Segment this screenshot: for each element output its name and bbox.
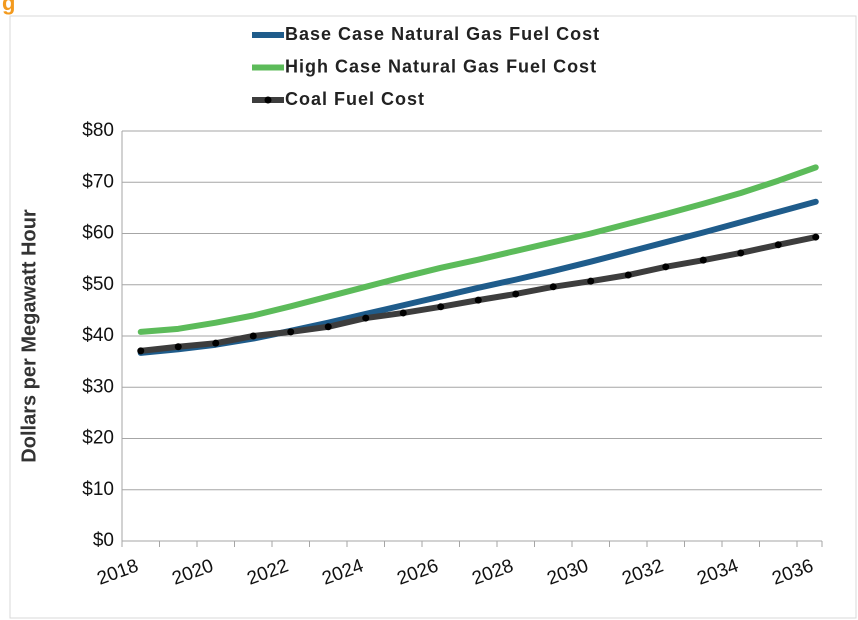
- x-tick-label: 2034: [694, 555, 741, 589]
- y-tick-label: $30: [82, 376, 114, 397]
- y-tick-label: $40: [82, 325, 114, 346]
- series-marker: [399, 309, 407, 317]
- series-marker: [474, 296, 482, 304]
- series-marker: [699, 256, 707, 264]
- x-tick-label: 2028: [469, 555, 516, 589]
- series-marker: [174, 343, 182, 351]
- series-marker: [212, 339, 220, 347]
- series-marker: [287, 328, 295, 336]
- legend-marker: [264, 96, 272, 104]
- series-marker: [362, 314, 370, 322]
- series-marker: [324, 323, 332, 331]
- x-tick-label: 2022: [244, 555, 291, 589]
- series-marker: [662, 263, 670, 271]
- series-line: [137, 164, 819, 335]
- y-tick-label: $50: [82, 274, 114, 295]
- series-line: [137, 198, 819, 356]
- y-tick-label: $60: [82, 223, 114, 244]
- y-tick-label: $80: [82, 120, 114, 141]
- y-tick-label: $20: [82, 428, 114, 449]
- series-marker: [137, 347, 145, 355]
- y-tick-label: $70: [82, 171, 114, 192]
- series-marker: [512, 290, 520, 298]
- y-tick-label: $0: [93, 530, 114, 551]
- x-tick-label: 2026: [394, 555, 441, 589]
- y-tick-label: $10: [82, 479, 114, 500]
- chart-frame: [9, 15, 857, 619]
- x-tick-label: 2036: [769, 555, 816, 589]
- x-tick-label: 2030: [544, 555, 591, 589]
- series-marker: [549, 283, 557, 291]
- legend-label: High Case Natural Gas Fuel Cost: [285, 56, 597, 76]
- series-marker: [249, 332, 257, 340]
- series-marker: [587, 277, 595, 285]
- x-tick-label: 2032: [619, 555, 666, 589]
- series-marker: [737, 249, 745, 257]
- x-tick-label: 2018: [94, 555, 141, 589]
- series-marker: [812, 233, 820, 241]
- x-tick-label: 2020: [169, 555, 216, 589]
- legend-label: Coal Fuel Cost: [285, 89, 425, 109]
- legend-label: Base Case Natural Gas Fuel Cost: [285, 24, 600, 44]
- series-marker: [624, 271, 632, 279]
- series-marker: [774, 241, 782, 249]
- series-line: [137, 234, 819, 354]
- x-tick-label: 2024: [319, 555, 366, 589]
- y-axis-label: Dollars per Megawatt Hour: [18, 209, 40, 463]
- chart-title: g: [2, 0, 15, 15]
- series-marker: [437, 303, 445, 311]
